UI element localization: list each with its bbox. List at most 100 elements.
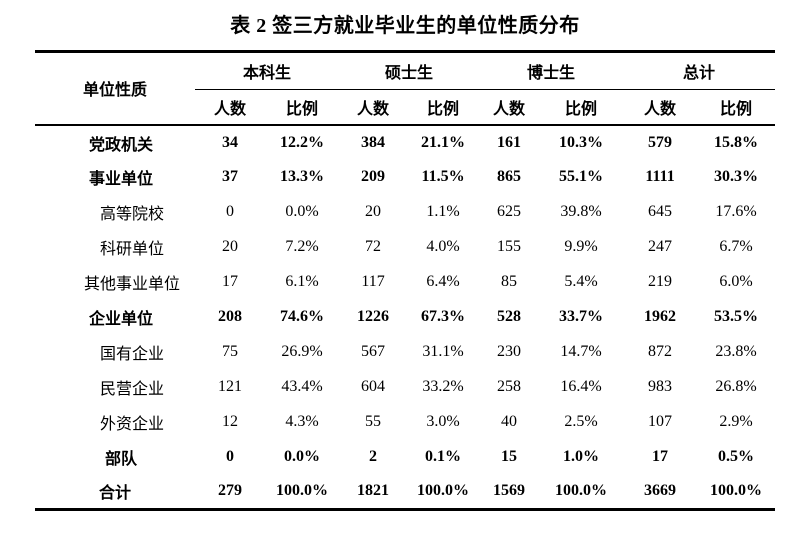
- table-cell: 85: [501, 273, 518, 290]
- table-cell: 579: [648, 133, 673, 151]
- table-row: 高等院校 0 0.0% 20 1.1% 625 39.8% 645 17.6%: [35, 195, 775, 230]
- table-cell: 17: [652, 448, 669, 465]
- table-cell: 20: [365, 203, 382, 220]
- table-cell: 12: [222, 413, 238, 430]
- table-cell: 26.8%: [715, 378, 757, 395]
- table-cell: 208: [218, 308, 242, 325]
- table-cell: 30.3%: [714, 168, 759, 185]
- table-cell: 55.1%: [559, 168, 604, 185]
- table-cell: 20: [222, 238, 238, 255]
- table-cell: 100.0%: [276, 482, 328, 500]
- table-cell: 26.9%: [281, 343, 323, 360]
- table-cell: 23.8%: [715, 343, 757, 360]
- table-cell: 209: [361, 168, 386, 185]
- table-cell: 4.0%: [426, 238, 460, 255]
- subheader-count: 人数: [479, 89, 540, 126]
- table-cell: 528: [497, 308, 522, 325]
- table-cell: 155: [497, 238, 522, 255]
- group-header-master: 硕士生: [339, 51, 480, 90]
- row-label: 党政机关: [88, 136, 153, 154]
- table-cell: 247: [648, 238, 673, 255]
- row-label: 科研单位: [99, 241, 164, 258]
- table-cell: 15.8%: [714, 133, 759, 151]
- table-row: 企业单位 208 74.6% 1226 67.3% 528 33.7% 1962 53.5%: [35, 300, 775, 335]
- table-cell: 0: [226, 448, 234, 465]
- table-cell: 0.1%: [425, 448, 462, 465]
- table-cell: 279: [218, 482, 242, 500]
- table-title: 表 2 签三方就业毕业生的单位性质分布: [230, 15, 580, 37]
- table-cell: 1962: [644, 308, 677, 325]
- row-label: 国有企业: [99, 346, 164, 363]
- table-cell: 117: [361, 273, 385, 290]
- table-cell: 0.0%: [284, 448, 320, 465]
- table-cell: 121: [218, 378, 242, 395]
- table-cell: 37: [222, 168, 238, 185]
- table-cell: 1.0%: [563, 448, 600, 465]
- table-cell: 33.2%: [422, 378, 464, 395]
- table-cell: 100.0%: [555, 482, 608, 500]
- table-cell: 10.3%: [559, 133, 604, 151]
- table-cell: 872: [648, 343, 673, 360]
- table-cell: 1569: [493, 482, 526, 500]
- table-row: 民营企业 121 43.4% 604 33.2% 258 16.4% 983 26.8%: [35, 370, 775, 405]
- table-cell: 72: [365, 238, 382, 255]
- table-cell: 16.4%: [560, 378, 602, 395]
- subheader-count: 人数: [195, 89, 265, 126]
- row-label: 民营企业: [99, 381, 164, 398]
- table-cell: 100.0%: [710, 482, 763, 500]
- table-cell: 100.0%: [417, 482, 470, 500]
- table-cell: 33.7%: [559, 308, 604, 325]
- table-row: 外资企业 12 4.3% 55 3.0% 40 2.5% 107 2.9%: [35, 405, 775, 440]
- table-cell: 4.3%: [285, 413, 319, 430]
- table-cell: 21.1%: [421, 133, 466, 151]
- table-cell: 17: [222, 273, 238, 290]
- table-cell: 0.5%: [718, 448, 755, 465]
- table-cell: 1821: [357, 482, 390, 500]
- subheader-count: 人数: [623, 89, 698, 126]
- table-row: 国有企业 75 26.9% 567 31.1% 230 14.7% 872 23.8%: [35, 335, 775, 370]
- table-cell: 1.1%: [426, 203, 460, 220]
- table-cell: 39.8%: [560, 203, 602, 220]
- group-header-row: 单位性质 本科生 硕士生 博士生 总计: [35, 51, 776, 126]
- group-header-total: 总计: [623, 51, 776, 90]
- subheader-count: 人数: [339, 89, 408, 126]
- table-cell: 17.6%: [715, 203, 757, 220]
- table-cell: 1226: [357, 308, 390, 325]
- table-cell: 15: [501, 448, 518, 465]
- row-label: 部队: [104, 451, 137, 468]
- table-cell: 55: [365, 413, 382, 430]
- table-cell: 107: [648, 413, 673, 430]
- table-cell: 625: [497, 203, 522, 220]
- table-cell: 3.0%: [426, 413, 460, 430]
- row-label: 高等院校: [99, 206, 164, 223]
- subheader-row: 人数 比例 人数 比例 人数 比例 人数 比例: [35, 89, 776, 126]
- table-cell: 865: [497, 168, 522, 185]
- row-label: 企业单位: [88, 311, 153, 328]
- table-cell: 11.5%: [421, 168, 465, 185]
- subheader-ratio: 比例: [539, 89, 624, 126]
- table-cell: 6.4%: [426, 273, 460, 290]
- subheader-ratio: 比例: [265, 89, 340, 126]
- table-cell: 230: [497, 343, 522, 360]
- table-cell: 14.7%: [560, 343, 602, 360]
- table-cell: 983: [648, 378, 673, 395]
- table-cell: 0: [226, 203, 234, 220]
- row-label: 外资企业: [99, 416, 164, 433]
- column-header-unit-nature: 单位性质: [35, 51, 195, 126]
- table-cell: 161: [497, 133, 522, 151]
- table-cell: 219: [648, 273, 673, 290]
- table-body: 党政机关 34 12.2% 384 21.1% 161 10.3% 579 15.8% 事业单位 3…: [35, 125, 775, 510]
- table-row: 部队 0 0.0% 2 0.1% 15 1.0% 17 0.5%: [35, 440, 775, 475]
- subheader-ratio: 比例: [407, 89, 480, 126]
- table-cell: 6.0%: [719, 273, 753, 290]
- table-cell: 7.2%: [285, 238, 319, 255]
- row-label: 合计: [98, 485, 131, 503]
- table-cell: 12.2%: [280, 133, 324, 151]
- table-cell: 74.6%: [280, 308, 324, 325]
- table-cell: 13.3%: [280, 168, 324, 185]
- table-cell: 3669: [644, 482, 677, 500]
- table-header: 单位性质 本科生 硕士生 博士生 总计 人数 比例 人数 比例 人数 比例 人数…: [35, 51, 776, 126]
- table-cell: 645: [648, 203, 673, 220]
- table-cell: 31.1%: [422, 343, 464, 360]
